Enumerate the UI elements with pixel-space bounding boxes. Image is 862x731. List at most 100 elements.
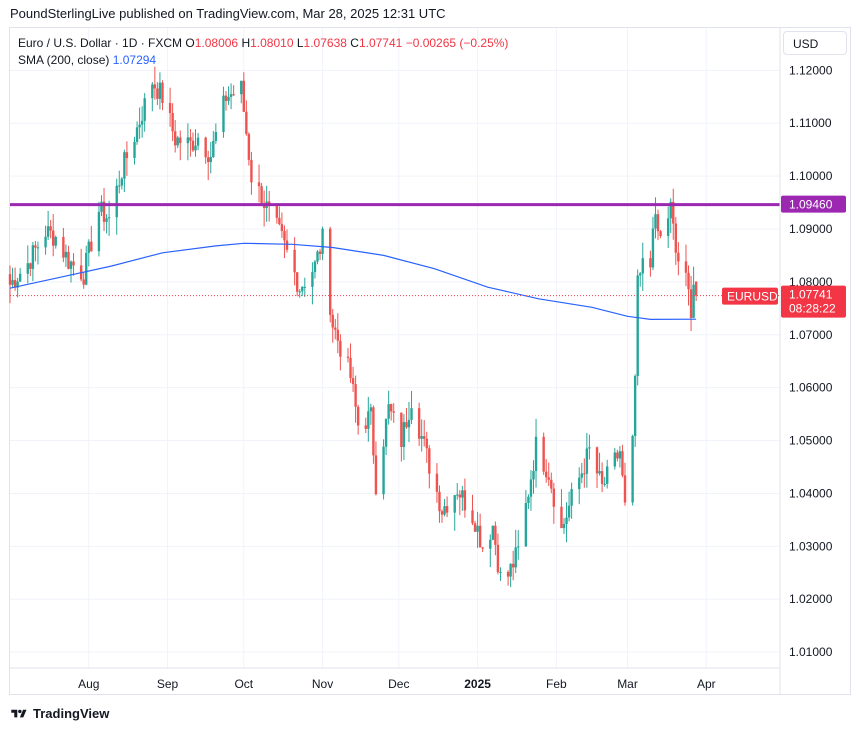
candle-up <box>240 80 243 95</box>
candle-down <box>8 274 12 285</box>
close-value: 1.07741 <box>358 36 403 50</box>
x-tick-label: Nov <box>312 677 333 691</box>
published-caption: PoundSterlingLive published on TradingVi… <box>10 6 446 21</box>
candle-up <box>499 571 502 573</box>
candle-up <box>461 490 464 498</box>
candle-down <box>52 230 55 246</box>
candle-up <box>407 419 411 428</box>
candle-down <box>423 436 426 439</box>
y-tick-label: 1.10000 <box>789 169 833 183</box>
candle-up <box>46 226 50 237</box>
x-tick-label: Sep <box>157 677 179 691</box>
candle-down <box>458 494 462 498</box>
candle-down <box>334 327 337 330</box>
candle-up <box>186 137 190 144</box>
price-tag-box <box>781 285 846 318</box>
candle-up <box>585 448 589 474</box>
candle-up <box>18 273 22 282</box>
low-label: L <box>296 36 304 50</box>
candle-up <box>115 185 118 218</box>
candle-down <box>295 272 299 292</box>
candle-down <box>689 289 693 318</box>
currency-button[interactable]: USD <box>783 31 847 55</box>
candle-down <box>428 448 431 474</box>
countdown-label: 08:28:22 <box>789 302 836 316</box>
candle-up <box>402 422 406 447</box>
candle-up <box>529 479 533 497</box>
symbol-tag-box <box>722 287 778 305</box>
candle-down <box>102 201 106 222</box>
x-axis-labels: Aug Sep Oct Nov Dec 2025 Feb Mar Apr <box>78 677 716 691</box>
candle-up <box>87 241 90 253</box>
candle-up <box>120 178 124 186</box>
sma-legend[interactable]: SMA (200, close) 1.07294 <box>18 53 156 67</box>
low-value: 1.07638 <box>303 36 347 50</box>
change-value: −0.00265 (−0.25%) <box>405 36 509 50</box>
candle-up <box>69 261 73 269</box>
candle-down <box>542 436 545 472</box>
candle-up <box>527 496 530 503</box>
candle-down <box>550 479 553 489</box>
candle-up <box>133 141 136 158</box>
candle-down <box>257 182 261 187</box>
candle-up <box>562 523 566 529</box>
candle-up <box>11 280 14 285</box>
candle-up <box>387 404 390 419</box>
candle-up <box>64 251 68 258</box>
tradingview-footer[interactable]: TradingView <box>10 706 109 721</box>
candle-up <box>36 247 40 249</box>
candle-up <box>151 84 154 99</box>
candle-up <box>369 407 373 412</box>
candle-up <box>410 408 413 420</box>
candle-down <box>684 261 688 273</box>
candle-up <box>97 211 101 252</box>
candle-down <box>153 84 157 89</box>
candle-up <box>105 218 108 222</box>
candle-up <box>214 132 218 141</box>
x-tick-label: Apr <box>697 677 716 691</box>
candle-up <box>517 546 520 548</box>
y-tick-label: 1.04000 <box>789 486 833 500</box>
candle-up <box>654 214 657 229</box>
candle-down <box>649 258 652 268</box>
candle-up <box>567 505 571 518</box>
candle-up <box>382 446 385 495</box>
candlestick-series <box>8 66 698 588</box>
candle-down <box>425 438 428 449</box>
candle-up <box>565 517 568 524</box>
candle-down <box>278 217 281 225</box>
x-tick-label: Dec <box>388 677 409 691</box>
candle-up <box>303 286 306 288</box>
candle-up <box>16 281 19 288</box>
candle-down <box>694 281 698 296</box>
candle-down <box>247 133 251 160</box>
candle-down <box>438 491 441 512</box>
candle-down <box>204 137 207 158</box>
candle-down <box>677 252 680 262</box>
candle-down <box>224 95 228 101</box>
candle-down <box>621 451 624 476</box>
candle-down <box>191 140 195 151</box>
candle-down <box>687 272 690 290</box>
candle-up <box>85 252 88 285</box>
chart-frame[interactable] <box>9 27 851 695</box>
symbol-tag-label: EURUSD <box>727 290 778 304</box>
y-tick-label: 1.12000 <box>789 63 833 77</box>
candle-up <box>123 152 126 179</box>
candle-up <box>140 120 144 125</box>
candle-up <box>524 502 528 547</box>
candle-up <box>443 506 446 515</box>
candle-up <box>453 495 456 513</box>
last-price-tag: EURUSD 1.07741 08:28:22 <box>722 285 846 318</box>
candle-up <box>534 436 538 472</box>
candle-up <box>229 94 233 97</box>
candle-down <box>34 245 37 248</box>
candle-down <box>496 544 500 573</box>
candle-down <box>494 525 497 545</box>
candle-up <box>44 236 47 248</box>
resistance-tag-box <box>781 195 846 213</box>
symbol-label: Euro / U.S. Dollar · 1D · FXCM <box>18 36 183 50</box>
candle-up <box>636 275 639 377</box>
candle-down <box>232 94 235 96</box>
